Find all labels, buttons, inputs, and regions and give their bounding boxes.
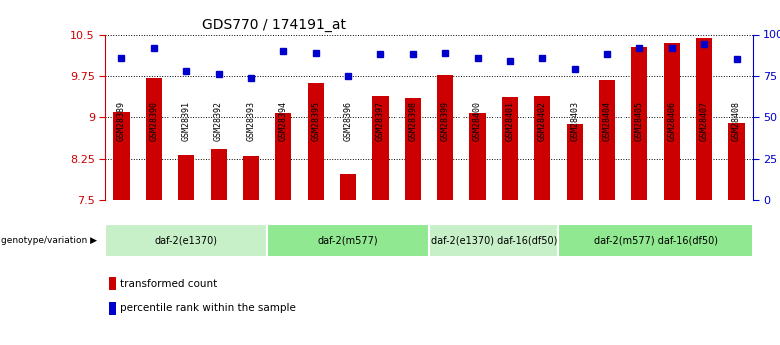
Text: genotype/variation ▶: genotype/variation ▶ — [1, 236, 97, 245]
Text: GSM28401: GSM28401 — [505, 101, 515, 141]
Bar — [113, 112, 129, 200]
Bar — [631, 47, 647, 200]
Bar — [558, 224, 753, 257]
Bar — [437, 75, 453, 200]
Text: GSM28390: GSM28390 — [149, 101, 158, 141]
Text: GSM28389: GSM28389 — [117, 101, 126, 141]
Bar — [372, 96, 388, 200]
Bar — [696, 38, 712, 200]
Bar — [275, 113, 292, 200]
Text: GSM28400: GSM28400 — [473, 101, 482, 141]
Bar — [502, 97, 518, 200]
Bar — [267, 224, 429, 257]
Text: GSM28391: GSM28391 — [182, 101, 191, 141]
Bar — [470, 114, 486, 200]
Text: GDS770 / 174191_at: GDS770 / 174191_at — [202, 18, 346, 32]
Text: GSM28396: GSM28396 — [343, 101, 353, 141]
Bar — [599, 80, 615, 200]
Text: GSM28395: GSM28395 — [311, 101, 321, 141]
Bar — [243, 156, 259, 200]
Text: GSM28403: GSM28403 — [570, 101, 580, 141]
Text: GSM28393: GSM28393 — [246, 101, 256, 141]
Text: GSM28398: GSM28398 — [408, 101, 417, 141]
Bar — [307, 82, 324, 200]
Text: GSM28408: GSM28408 — [732, 101, 741, 141]
Text: transformed count: transformed count — [120, 279, 218, 289]
Bar — [178, 155, 194, 200]
Text: GSM28394: GSM28394 — [278, 101, 288, 141]
Text: GSM28397: GSM28397 — [376, 101, 385, 141]
Bar — [566, 125, 583, 200]
Bar — [146, 78, 162, 200]
Bar — [405, 98, 421, 200]
Text: daf-2(e1370) daf-16(df50): daf-2(e1370) daf-16(df50) — [431, 236, 557, 246]
Bar — [105, 224, 267, 257]
Text: GSM28405: GSM28405 — [635, 101, 644, 141]
Bar — [534, 96, 551, 200]
Bar — [211, 149, 227, 200]
Bar — [109, 302, 116, 315]
Bar — [729, 123, 745, 200]
Bar — [340, 174, 356, 200]
Text: percentile rank within the sample: percentile rank within the sample — [120, 303, 296, 313]
Text: GSM28406: GSM28406 — [667, 101, 676, 141]
Text: GSM28392: GSM28392 — [214, 101, 223, 141]
Bar — [664, 43, 680, 200]
Text: daf-2(m577): daf-2(m577) — [317, 236, 378, 246]
Bar — [109, 277, 116, 290]
Text: daf-2(e1370): daf-2(e1370) — [154, 236, 218, 246]
Text: GSM28404: GSM28404 — [602, 101, 612, 141]
Text: GSM28407: GSM28407 — [700, 101, 709, 141]
Text: daf-2(m577) daf-16(df50): daf-2(m577) daf-16(df50) — [594, 236, 718, 246]
Text: GSM28402: GSM28402 — [537, 101, 547, 141]
Bar — [429, 224, 558, 257]
Text: GSM28399: GSM28399 — [441, 101, 450, 141]
